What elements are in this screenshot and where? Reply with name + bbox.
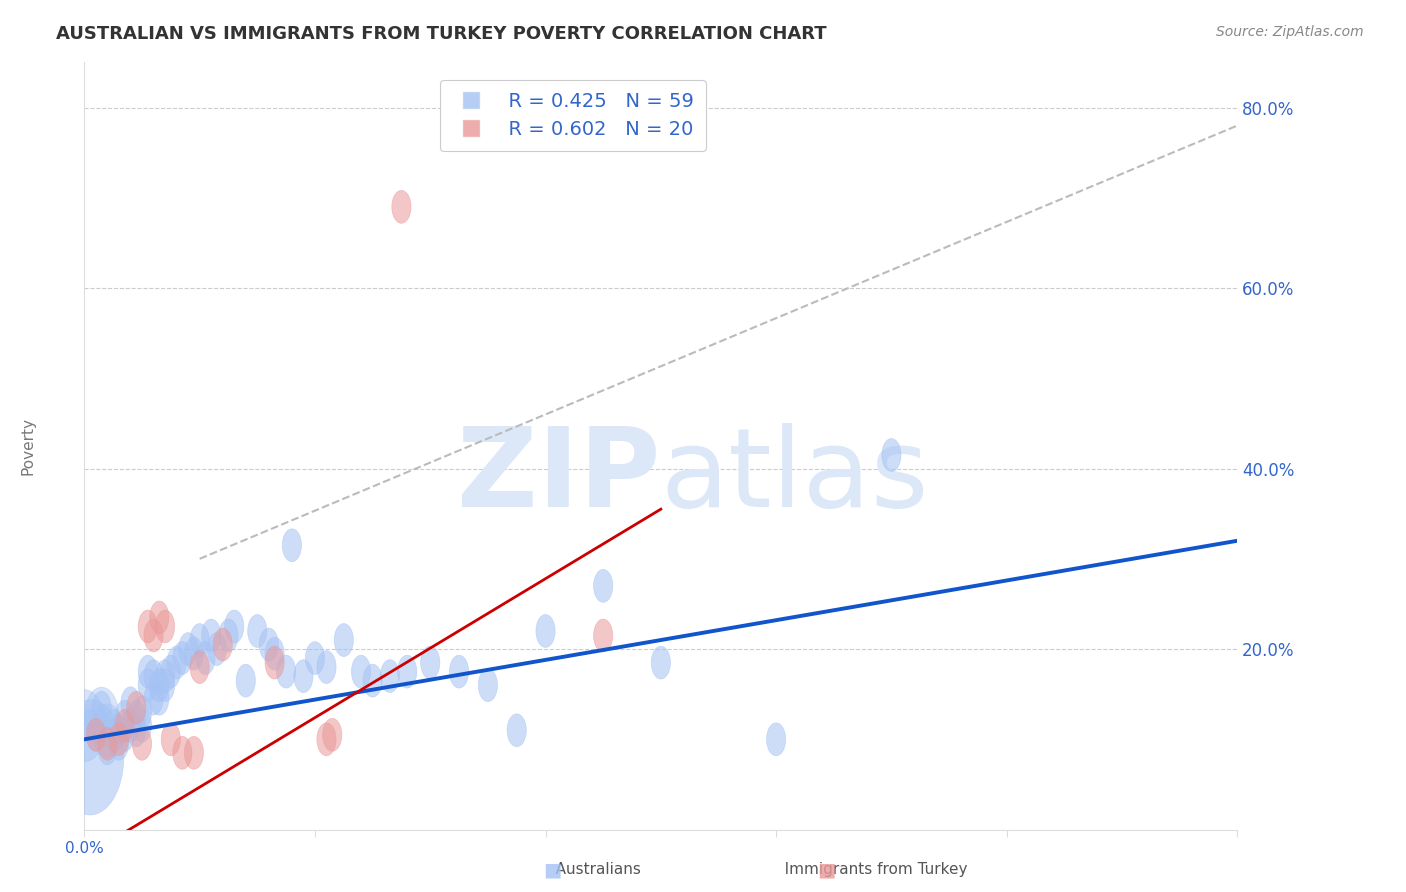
Text: Source: ZipAtlas.com: Source: ZipAtlas.com — [1216, 25, 1364, 39]
Text: Australians: Australians — [540, 863, 641, 877]
Ellipse shape — [91, 704, 122, 756]
Ellipse shape — [352, 656, 371, 688]
Ellipse shape — [478, 669, 498, 702]
Ellipse shape — [149, 669, 169, 702]
Ellipse shape — [162, 656, 180, 688]
Ellipse shape — [882, 439, 901, 472]
Ellipse shape — [143, 619, 163, 652]
Text: ZIP: ZIP — [457, 423, 661, 530]
Ellipse shape — [236, 665, 256, 697]
Ellipse shape — [156, 669, 174, 702]
Ellipse shape — [305, 641, 325, 674]
Ellipse shape — [132, 709, 152, 742]
Ellipse shape — [143, 682, 163, 715]
Ellipse shape — [104, 709, 122, 742]
Ellipse shape — [149, 601, 169, 634]
Ellipse shape — [264, 646, 284, 679]
Ellipse shape — [110, 727, 128, 760]
Ellipse shape — [247, 615, 267, 648]
Ellipse shape — [167, 646, 186, 679]
Ellipse shape — [56, 700, 124, 815]
Ellipse shape — [651, 646, 671, 679]
Ellipse shape — [277, 656, 295, 688]
Ellipse shape — [179, 632, 198, 665]
Ellipse shape — [115, 718, 135, 751]
Ellipse shape — [322, 718, 342, 751]
Ellipse shape — [508, 714, 526, 747]
Ellipse shape — [173, 737, 193, 769]
Ellipse shape — [316, 650, 336, 683]
Ellipse shape — [84, 687, 120, 747]
Ellipse shape — [283, 529, 301, 562]
Ellipse shape — [392, 190, 411, 223]
Ellipse shape — [80, 709, 100, 742]
Ellipse shape — [219, 619, 238, 652]
Ellipse shape — [173, 641, 193, 674]
Ellipse shape — [316, 723, 336, 756]
Legend:   R = 0.425   N = 59,   R = 0.602   N = 20: R = 0.425 N = 59, R = 0.602 N = 20 — [440, 79, 706, 151]
Ellipse shape — [110, 714, 128, 747]
Ellipse shape — [127, 714, 146, 747]
Ellipse shape — [195, 641, 215, 674]
Ellipse shape — [225, 610, 243, 643]
Ellipse shape — [138, 669, 157, 702]
Ellipse shape — [91, 691, 111, 724]
Ellipse shape — [63, 690, 105, 762]
Ellipse shape — [264, 637, 284, 670]
Ellipse shape — [450, 656, 468, 688]
Ellipse shape — [138, 610, 157, 643]
Text: atlas: atlas — [661, 423, 929, 530]
Ellipse shape — [127, 700, 146, 733]
Ellipse shape — [149, 682, 169, 715]
Text: ■: ■ — [543, 860, 562, 880]
Y-axis label: Poverty: Poverty — [21, 417, 35, 475]
Ellipse shape — [156, 610, 174, 643]
Ellipse shape — [132, 727, 152, 760]
Ellipse shape — [294, 660, 314, 692]
Ellipse shape — [138, 656, 157, 688]
Ellipse shape — [190, 650, 209, 683]
Ellipse shape — [380, 660, 399, 692]
Ellipse shape — [593, 569, 613, 602]
Ellipse shape — [593, 619, 613, 652]
Text: AUSTRALIAN VS IMMIGRANTS FROM TURKEY POVERTY CORRELATION CHART: AUSTRALIAN VS IMMIGRANTS FROM TURKEY POV… — [56, 25, 827, 43]
Ellipse shape — [363, 665, 382, 697]
Ellipse shape — [98, 732, 117, 764]
Ellipse shape — [86, 718, 105, 751]
Ellipse shape — [398, 656, 416, 688]
Text: Immigrants from Turkey: Immigrants from Turkey — [770, 863, 967, 877]
Ellipse shape — [104, 718, 122, 751]
Ellipse shape — [766, 723, 786, 756]
Ellipse shape — [184, 637, 204, 670]
Ellipse shape — [110, 723, 128, 756]
Ellipse shape — [86, 718, 105, 751]
Ellipse shape — [127, 691, 146, 724]
Text: ■: ■ — [817, 860, 837, 880]
Ellipse shape — [132, 696, 152, 729]
Ellipse shape — [184, 737, 204, 769]
Ellipse shape — [121, 687, 141, 720]
Ellipse shape — [190, 624, 209, 657]
Ellipse shape — [143, 660, 163, 692]
Ellipse shape — [201, 619, 221, 652]
Ellipse shape — [335, 624, 353, 657]
Ellipse shape — [214, 628, 232, 661]
Ellipse shape — [115, 709, 135, 742]
Ellipse shape — [162, 723, 180, 756]
Ellipse shape — [115, 700, 135, 733]
Ellipse shape — [420, 646, 440, 679]
Ellipse shape — [121, 709, 141, 742]
Ellipse shape — [156, 660, 174, 692]
Ellipse shape — [259, 628, 278, 661]
Ellipse shape — [536, 615, 555, 648]
Ellipse shape — [98, 727, 117, 760]
Ellipse shape — [207, 632, 226, 665]
